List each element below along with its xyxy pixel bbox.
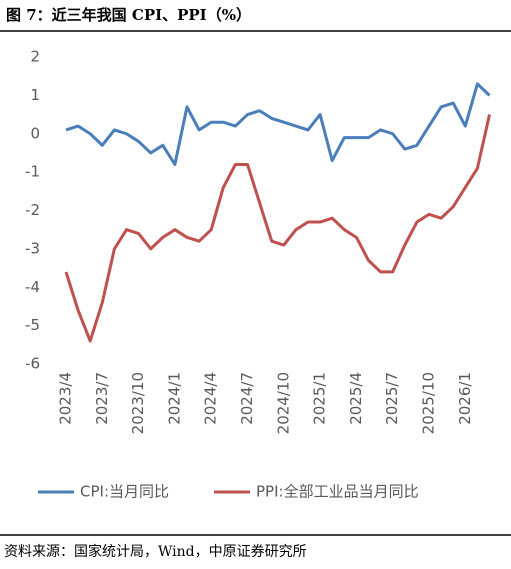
y-tick-label: -2 [25,201,40,219]
y-tick-label: -4 [25,278,40,296]
x-tick-label: 2024/1 [165,372,183,425]
x-tick-label: 2023/10 [129,372,147,434]
x-tick-label: 2025/1 [311,372,329,425]
y-tick-label: -5 [25,316,40,334]
y-tick-label: -3 [25,239,40,257]
line-series [65,82,491,166]
y-tick-label: -1 [25,163,40,181]
x-tick-label: 2024/4 [202,372,220,425]
legend-label: PPI:全部工业品当月同比 [256,483,419,501]
y-tick-label: 1 [30,86,40,104]
x-tick-label: 2025/10 [420,372,438,434]
y-tick-label: 2 [30,48,40,66]
x-tick-label: 2026/1 [456,372,474,425]
line-series [64,114,491,343]
x-tick-label: 2025/7 [383,372,401,425]
x-tick-label: 2023/4 [57,372,75,425]
legend-label: CPI:当月同比 [80,483,169,501]
x-tick-label: 2024/7 [238,372,256,425]
x-tick-label: 2025/4 [347,372,365,425]
y-tick-label: 0 [30,124,40,142]
chart-title: 图 7：近三年我国 CPI、PPI（%） [6,6,251,24]
source: 资料来源：国家统计局，Wind，中原证券研究所 [4,543,307,560]
x-tick-label: 2024/10 [274,372,292,434]
x-tick-label: 2023/7 [93,372,111,425]
y-tick-label: -6 [25,355,40,373]
